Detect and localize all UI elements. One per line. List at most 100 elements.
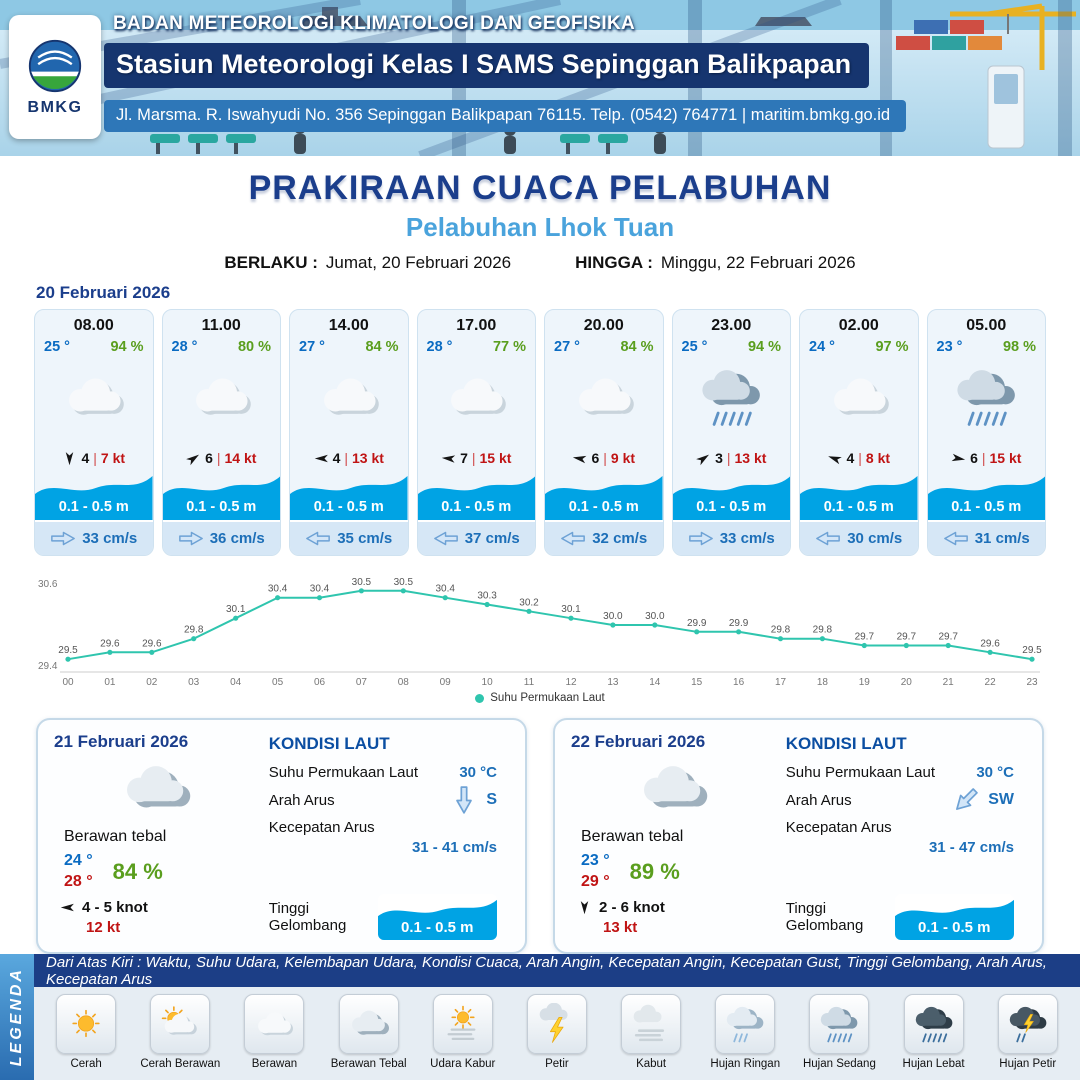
legend-item: Cerah Berawan bbox=[134, 994, 226, 1070]
sst-chart-wrap: 30.6 29.4 29.5 29.6 29.6 29.8 30.1 30.4 30.4 30.5… bbox=[34, 568, 1046, 704]
legend-sidebar-label: LEGENDA bbox=[8, 967, 25, 1067]
wind-row: 6 | 15 kt bbox=[928, 450, 1046, 470]
humidity: 84 % bbox=[112, 858, 163, 884]
svg-text:30.4: 30.4 bbox=[268, 584, 288, 595]
until-date: Minggu, 22 Februari 2026 bbox=[660, 253, 856, 272]
current-row: 36 cm/s bbox=[162, 520, 280, 555]
legend-item: Hujan Lebat bbox=[888, 994, 980, 1070]
wind-speed: 4 bbox=[81, 450, 90, 466]
svg-text:30.2: 30.2 bbox=[519, 597, 539, 608]
svg-text:15: 15 bbox=[691, 677, 703, 688]
forecast-time: 02.00 bbox=[838, 317, 879, 334]
legend-item: Hujan Petir bbox=[982, 994, 1074, 1070]
current-direction-value: S bbox=[486, 791, 497, 808]
wind-range: 4 - 5 knot bbox=[82, 899, 148, 916]
valid-label: BERLAKU : bbox=[224, 253, 318, 272]
forecast-card: 14.00 27 ° 84 % 4 | 13 kt 0.1 - 0.5 m 35… bbox=[289, 309, 409, 556]
legend-item: Petir bbox=[511, 994, 603, 1070]
forecast-time: 14.00 bbox=[328, 317, 369, 334]
forecast-card: 23.00 25 ° 94 % 3 | 13 kt 0.1 - 0.5 m 33… bbox=[671, 309, 791, 556]
wind-row: 7 | 15 kt bbox=[418, 450, 536, 470]
wave-height: 0.1 - 0.5 m bbox=[823, 499, 894, 515]
svg-text:29.9: 29.9 bbox=[687, 618, 707, 629]
wave-height-band: 0.1 - 0.5 m bbox=[545, 470, 663, 520]
wind-separator: | bbox=[344, 450, 348, 466]
svg-text:21: 21 bbox=[943, 677, 955, 688]
legend-item-label: Hujan Petir bbox=[999, 1058, 1057, 1070]
svg-text:16: 16 bbox=[733, 677, 745, 688]
wave-height-row: Tinggi Gelombang 0.1 - 0.5 m bbox=[786, 894, 1014, 940]
temperatures: 23 ° 29 ° bbox=[581, 852, 610, 891]
current-direction-label: Arah Arus bbox=[268, 791, 335, 809]
wave-height-label: Tinggi Gelombang bbox=[268, 900, 347, 934]
current-direction-icon bbox=[560, 530, 586, 547]
legend-weather-icon bbox=[809, 994, 870, 1054]
legend-item: Berawan Tebal bbox=[323, 994, 415, 1070]
wave-height: 0.1 - 0.5 m bbox=[951, 499, 1022, 515]
condition-label: Berawan tebal bbox=[64, 828, 167, 845]
day-summary-card: 22 Februari 2026 Berawan tebal 23 ° 29 °… bbox=[553, 718, 1044, 954]
forecast-cards: 08.00 25 ° 94 % 4 | 7 kt 0.1 - 0.5 m 33 … bbox=[34, 309, 1046, 556]
weather-icon bbox=[163, 357, 281, 437]
forecast-card: 05.00 23 ° 98 % 6 | 15 kt 0.1 - 0.5 m 31… bbox=[926, 309, 1046, 556]
air-temperature: 27 ° bbox=[299, 339, 325, 355]
weather-icon bbox=[673, 357, 791, 437]
legend-weather-icon bbox=[526, 994, 587, 1054]
current-direction-icon bbox=[949, 782, 984, 817]
wind-speed: 4 bbox=[846, 450, 855, 466]
legend-items: Cerah Cerah Berawan Berawan Berawan Teba… bbox=[34, 987, 1080, 1070]
wave-height: 0.1 - 0.5 m bbox=[441, 499, 512, 515]
legend-item-label: Berawan Tebal bbox=[330, 1058, 407, 1070]
wind-gust: 15 kt bbox=[989, 450, 1022, 466]
legend-item-label: Hujan Lebat bbox=[902, 1058, 965, 1070]
svg-text:30.3: 30.3 bbox=[477, 591, 497, 602]
current-speed: 33 cm/s bbox=[719, 530, 775, 547]
temperatures: 24 ° 28 ° bbox=[64, 852, 93, 891]
svg-text:29.6: 29.6 bbox=[100, 638, 120, 649]
sea-condition-panel: KONDISI LAUT Suhu Permukaan Laut 30 °C A… bbox=[776, 732, 1026, 940]
temp-humidity-row: 28 ° 80 % bbox=[163, 337, 281, 357]
current-speed-value: 31 - 41 cm/s bbox=[411, 839, 497, 856]
wind-separator: | bbox=[726, 450, 731, 466]
current-direction: SW bbox=[951, 788, 1014, 810]
weather-icon bbox=[545, 357, 663, 437]
current-speed-value: 31 - 47 cm/s bbox=[928, 839, 1014, 856]
wind-row: 6 | 9 kt bbox=[545, 450, 663, 470]
wind-gust: 13 kt bbox=[352, 450, 384, 466]
svg-text:29.6: 29.6 bbox=[980, 638, 1000, 649]
current-row: 31 cm/s bbox=[927, 520, 1045, 555]
chart-legend-dot-icon bbox=[475, 693, 485, 703]
forecast-card: 17.00 28 ° 77 % 7 | 15 kt 0.1 - 0.5 m 37… bbox=[416, 309, 536, 556]
legend-item-label: Berawan bbox=[251, 1058, 298, 1070]
wave-height-value: 0.1 - 0.5 m bbox=[917, 919, 991, 936]
current-speed: 37 cm/s bbox=[464, 530, 520, 547]
legend-weather-icon bbox=[56, 994, 117, 1054]
wind-direction-icon bbox=[62, 451, 77, 466]
humidity: 89 % bbox=[629, 858, 680, 884]
svg-text:29.7: 29.7 bbox=[897, 632, 917, 643]
air-temperature: 27 ° bbox=[554, 339, 580, 355]
station-name: Stasiun Meteorologi Kelas I SAMS Sepingg… bbox=[104, 43, 870, 88]
temp-humidity-row: 23 ° 29 ° 89 % bbox=[581, 852, 776, 891]
temp-humidity-row: 28 ° 77 % bbox=[418, 337, 536, 357]
wind-row: 2 - 6 knot bbox=[577, 899, 776, 916]
svg-text:07: 07 bbox=[356, 677, 368, 688]
sea-condition-panel: KONDISI LAUT Suhu Permukaan Laut 30 °C A… bbox=[259, 732, 509, 940]
current-direction-icon bbox=[943, 530, 969, 547]
current-row: 33 cm/s bbox=[672, 520, 790, 555]
wind-row: 4 | 8 kt bbox=[800, 450, 918, 470]
wind-gust: 15 kt bbox=[479, 450, 512, 466]
wind-row: 4 | 7 kt bbox=[35, 450, 153, 470]
wind-gust: 7 kt bbox=[100, 450, 126, 466]
weather-icon bbox=[800, 357, 918, 437]
wind-direction-icon bbox=[577, 900, 592, 915]
humidity: 80 % bbox=[237, 339, 271, 355]
current-direction-icon bbox=[178, 530, 204, 547]
wind-separator: | bbox=[981, 450, 986, 466]
svg-text:29.9: 29.9 bbox=[729, 618, 749, 629]
svg-text:29.8: 29.8 bbox=[184, 625, 204, 636]
sst-label: Suhu Permukaan Laut bbox=[268, 764, 419, 781]
current-row: 37 cm/s bbox=[417, 520, 535, 555]
humidity: 94 % bbox=[747, 339, 781, 355]
weather-icon bbox=[290, 357, 408, 437]
